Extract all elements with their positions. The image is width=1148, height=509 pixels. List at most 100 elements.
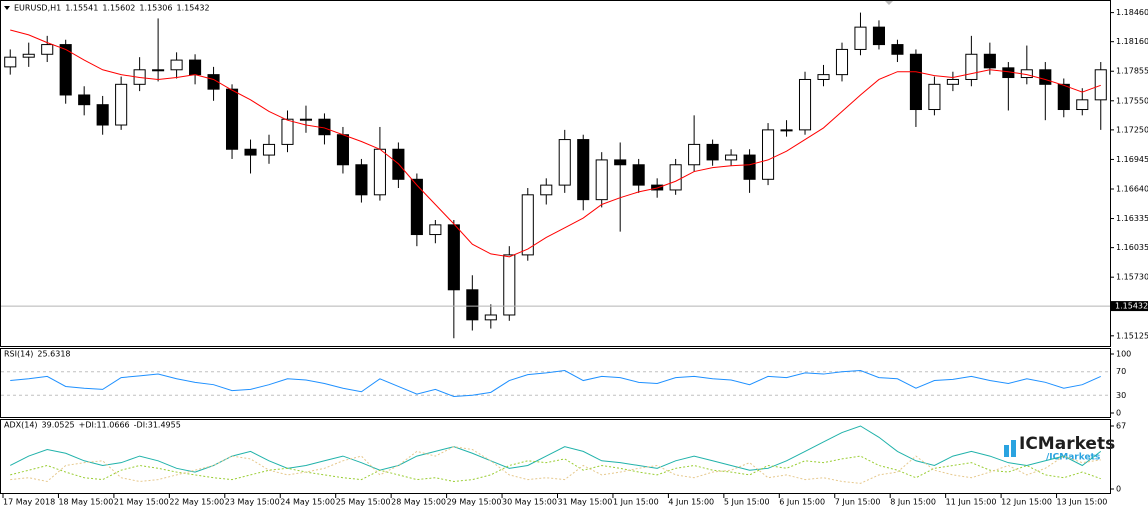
x-tick-label: 13 Jun 15:00 [1057,498,1108,507]
y-tick-label: 1.16035 [1116,243,1148,252]
indicator-reading: 1.15432 [177,4,210,13]
y-tick-label: 70 [1116,367,1126,376]
indicator-reading: 25.6318 [37,350,70,359]
indicator-line [10,446,1101,484]
y-tick-label: 1.16640 [1116,184,1148,193]
indicator-reading: 1.15541 [65,4,98,13]
shift-marker [885,1,893,5]
candle-body [577,139,590,201]
candle-body [355,164,368,196]
logo-bar [1004,445,1009,457]
last-price-box [1111,301,1148,312]
candle-body [152,69,165,72]
candle-body [170,59,183,71]
main-pane [0,0,1111,347]
candle-body [503,254,516,316]
last-price-label: 1.15432 [1115,302,1148,311]
candle-body [1094,69,1107,101]
watermark: ICMarkets /ICMarkets [1004,434,1115,463]
candle-body [115,83,128,126]
candle-body [96,104,109,126]
y-tick-label: 0 [1116,409,1121,418]
candle-body [928,83,941,111]
y-tick-label: 30 [1116,391,1126,400]
x-tick-label: 6 Jun 15:00 [779,498,825,507]
candle-body [817,74,830,80]
y-tick-label: 1.17250 [1116,125,1148,134]
candle-body [891,44,904,55]
x-tick-label: 1 Jun 15:00 [613,498,659,507]
candle-body [540,184,553,196]
x-tick-label: 24 May 15:00 [280,498,335,507]
candle-body [22,53,35,58]
x-tick-label: 31 May 15:00 [558,498,613,507]
candles [4,12,1107,339]
candle-body [336,134,349,166]
candle-body [447,224,460,291]
rsi-pane [0,348,1111,418]
candle-body [521,194,534,256]
y-tick-label: 1.18460 [1116,8,1148,17]
indicator-title: EURUSD,H1 [14,4,61,13]
x-tick-label: 25 May 15:00 [336,498,391,507]
candle-body [1057,83,1070,111]
candle-body [743,154,756,180]
collapse-arrow[interactable] [4,6,10,10]
candle-body [983,53,996,69]
candle-body [1039,69,1052,85]
indicator-title: RSI(14) [4,350,33,359]
indicator-reading: -DI:31.4955 [134,421,181,430]
candle-body [244,148,257,156]
y-tick-label: 67 [1116,422,1126,431]
logo-bar [1011,440,1016,457]
x-tick-label: 21 May 15:00 [114,498,169,507]
indicator-line [10,370,1101,397]
candle-body [725,154,738,161]
indicator-line [10,455,1101,482]
y-tick-label: 0 [1116,485,1121,494]
y-tick-label: 1.17550 [1116,96,1148,105]
y-tick-label: 1.16335 [1116,214,1148,223]
x-tick-label: 30 May 15:00 [502,498,557,507]
y-tick-label: 100 [1116,350,1131,359]
candle-body [854,26,867,50]
candle-body [373,148,386,196]
y-tick-label: 1.16945 [1116,155,1148,164]
logo-subtext: /ICMarkets [1046,453,1100,463]
candle-body [558,139,571,186]
y-tick-label: 1.18160 [1116,37,1148,46]
indicator-reading: 39.0525 [42,421,75,430]
candle-body [262,143,276,156]
x-tick-label: 28 May 15:00 [391,498,446,507]
candle-body [762,129,775,180]
candle-body [835,48,849,76]
candle-body [614,159,627,166]
logo-text: ICMarkets [1019,434,1115,454]
candle-body [299,118,313,121]
candle-body [706,143,719,161]
y-tick-label: 1.17855 [1116,67,1148,76]
candle-body [798,78,812,131]
candle-body [688,143,701,166]
candle-body [780,129,793,132]
x-tick-label: 29 May 15:00 [447,498,502,507]
x-tick-label: 22 May 15:00 [169,498,224,507]
candle-body [466,289,479,321]
candle-body [4,56,17,68]
candle-body [189,59,202,76]
candle-body [281,118,294,145]
x-tick-label: 8 Jun 15:00 [890,498,936,507]
indicator-reading: 1.15306 [139,4,172,13]
candle-body [872,26,886,46]
candle-body [225,88,239,150]
candle-body [669,164,682,191]
candle-body [429,224,442,236]
candle-body [632,164,645,186]
candle-body [78,94,91,106]
adx-pane [0,419,1111,494]
x-tick-label: 4 Jun 15:00 [668,498,714,507]
indicator-title: ADX(14) [4,421,38,430]
